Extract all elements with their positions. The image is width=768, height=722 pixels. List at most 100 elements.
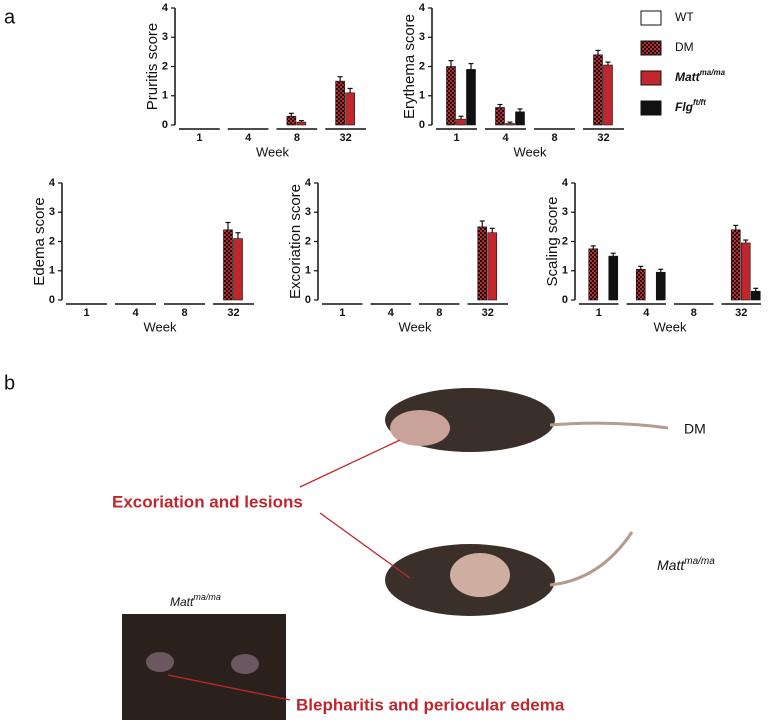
- y-tick-label: 0: [49, 294, 55, 306]
- y-tick-label: 0: [562, 294, 568, 306]
- y-tick-label: 4: [562, 177, 569, 189]
- bar: [608, 255, 619, 301]
- error-bar: [517, 108, 523, 112]
- y-axis-label: Erythema score: [401, 14, 418, 119]
- bar: [593, 54, 603, 126]
- x-tick-label: 1: [83, 307, 89, 319]
- x-axis-label: Week: [256, 144, 289, 159]
- bar: [750, 290, 761, 301]
- callout: Excoriation and lesions: [112, 492, 303, 511]
- legend-name: Flg: [675, 100, 694, 114]
- x-tick-label: 32: [597, 132, 609, 144]
- error-bar: [605, 61, 611, 66]
- bar: [335, 80, 345, 126]
- y-tick-label: 4: [162, 2, 169, 14]
- x-tick-label: 8: [294, 132, 300, 144]
- x-tick-label: 8: [181, 307, 187, 319]
- legend-label: Flgft/ft: [675, 98, 706, 114]
- panel-label: b: [4, 372, 15, 394]
- bar: [730, 229, 741, 301]
- error-bar: [489, 227, 495, 233]
- x-axis-label: Week: [144, 319, 177, 334]
- y-tick-label: 2: [562, 235, 568, 247]
- bar: [223, 229, 233, 301]
- y-tick-label: 1: [305, 265, 311, 277]
- y-tick-label: 2: [305, 235, 311, 247]
- mouse-photo: [385, 531, 634, 616]
- x-tick-label: 32: [735, 307, 747, 319]
- x-tick-label: 32: [227, 307, 239, 319]
- label-name: Matt: [657, 557, 685, 573]
- error-bar: [610, 252, 616, 257]
- x-tick-label: 4: [245, 132, 252, 144]
- legend-swatch: [640, 40, 662, 56]
- y-tick-label: 0: [162, 119, 168, 131]
- x-tick-label: 8: [691, 307, 697, 319]
- bar: [286, 115, 297, 126]
- error-bar: [497, 103, 503, 108]
- legend-swatch: [640, 70, 662, 86]
- x-tick-label: 4: [132, 307, 139, 319]
- y-tick-label: 3: [162, 31, 168, 43]
- x-tick-label: 32: [340, 132, 352, 144]
- label-sup: ma/ma: [684, 556, 715, 567]
- x-axis-label: Week: [514, 144, 547, 159]
- error-bar: [507, 121, 513, 124]
- y-tick-label: 1: [49, 265, 55, 277]
- mouse-photo: [385, 388, 669, 452]
- error-bar: [225, 221, 231, 230]
- photo-label: DM: [684, 421, 706, 437]
- legend-label: DM: [675, 40, 694, 54]
- y-tick-label: 4: [49, 177, 56, 189]
- error-bar: [595, 49, 601, 55]
- y-tick-label: 0: [419, 119, 425, 131]
- legend-sup: ma/ma: [700, 68, 726, 77]
- error-bar: [288, 112, 294, 117]
- error-bar: [743, 239, 749, 243]
- callout: Blepharitis and periocular edema: [296, 695, 565, 714]
- error-bar: [638, 265, 644, 270]
- legend-label: WT: [675, 10, 694, 24]
- x-tick-label: 1: [453, 132, 459, 144]
- bar: [655, 271, 666, 301]
- x-tick-label: 4: [643, 307, 650, 319]
- error-bar: [468, 62, 474, 70]
- eye-photo: [122, 614, 286, 720]
- bar: [477, 226, 488, 301]
- error-bar: [347, 87, 353, 93]
- y-tick-label: 4: [305, 177, 312, 189]
- x-axis-label: Week: [399, 319, 432, 334]
- x-tick-label: 1: [196, 132, 202, 144]
- error-bar: [479, 220, 485, 227]
- bar: [635, 268, 646, 301]
- error-bar: [458, 115, 464, 120]
- bar: [515, 111, 525, 126]
- bar: [466, 69, 476, 126]
- x-tick-label: 32: [482, 307, 494, 319]
- y-tick-label: 2: [162, 60, 168, 72]
- legend-swatch: [640, 10, 662, 26]
- bar: [487, 232, 498, 301]
- y-axis-label: Pruritis score: [144, 23, 161, 111]
- error-bar: [337, 76, 343, 82]
- y-tick-label: 1: [562, 265, 568, 277]
- y-tick-label: 1: [162, 90, 168, 102]
- y-tick-label: 3: [305, 206, 311, 218]
- y-tick-label: 3: [419, 31, 425, 43]
- y-tick-label: 0: [305, 294, 311, 306]
- legend-name: Matt: [675, 70, 701, 84]
- legend-sup: ft/ft: [693, 98, 706, 107]
- bar: [588, 248, 599, 301]
- bar: [456, 118, 466, 126]
- y-tick-label: 2: [49, 235, 55, 247]
- bar: [740, 242, 751, 301]
- legend-label: Mattma/ma: [675, 68, 726, 84]
- bar: [345, 92, 355, 126]
- error-bar: [658, 268, 664, 273]
- x-tick-label: 4: [502, 132, 509, 144]
- bar: [495, 107, 505, 126]
- y-axis-label: Excoriation score: [287, 184, 304, 299]
- legend-name: DM: [675, 40, 694, 54]
- bar: [446, 66, 456, 126]
